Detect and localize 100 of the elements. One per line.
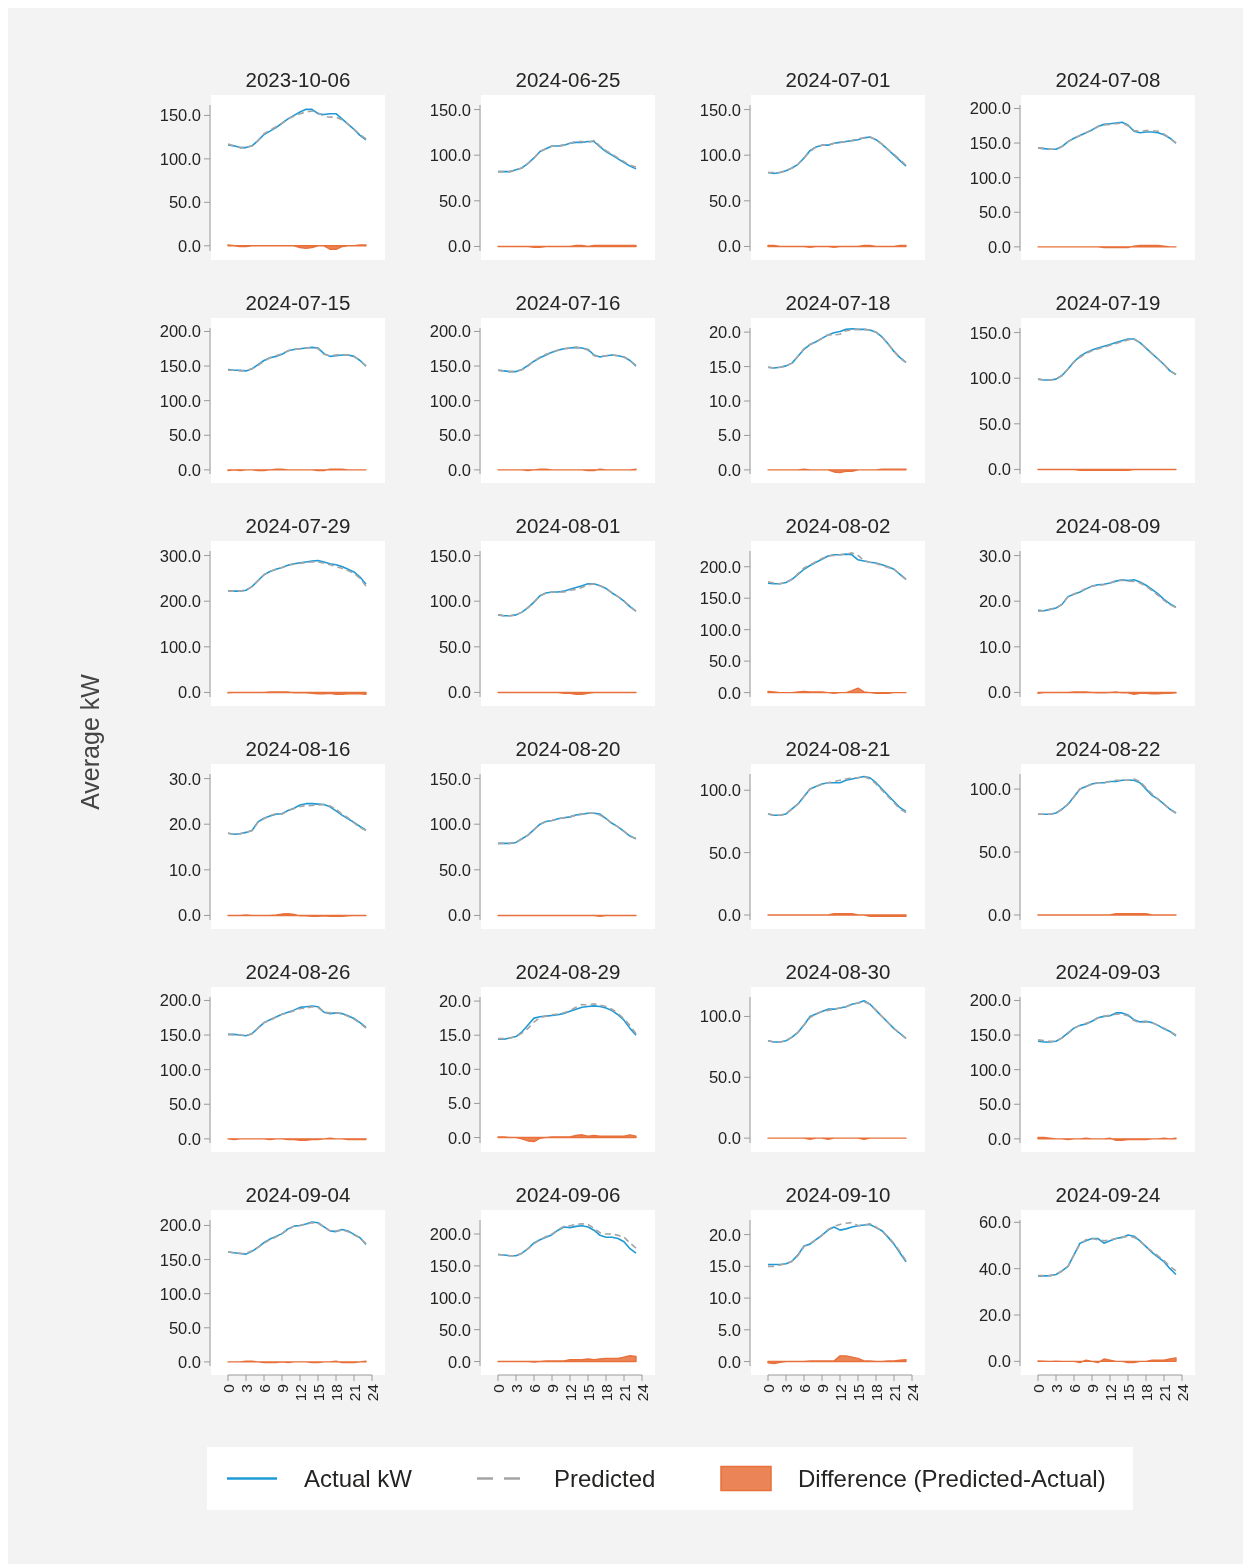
chart-title: 2024-08-30	[785, 960, 891, 983]
y-tick-label: 100.0	[159, 149, 201, 168]
y-axis-title: Average kW	[76, 673, 104, 810]
chart-title: 2024-08-26	[245, 960, 351, 983]
y-tick-label: 5.0	[448, 1094, 471, 1113]
legend-label: Actual kW	[304, 1465, 413, 1492]
y-tick-label: 50.0	[168, 426, 201, 445]
y-tick-label: 50.0	[978, 414, 1011, 433]
x-tick-label: 6	[255, 1384, 273, 1393]
x-tick-label: 24	[903, 1383, 921, 1402]
x-tick-label: 3	[1047, 1384, 1065, 1393]
y-tick-label: 150.0	[429, 769, 471, 788]
line-series	[227, 346, 367, 372]
y-tick-label: 30.0	[978, 546, 1011, 565]
y-tick-label: 30.0	[168, 769, 201, 788]
chart-title: 2024-08-29	[515, 960, 621, 983]
line-series	[227, 1005, 367, 1037]
y-tick-label: 0.0	[988, 1352, 1011, 1371]
y-tick-label: 20.0	[708, 1225, 741, 1244]
line-series	[1037, 578, 1177, 612]
y-tick-label: 100.0	[699, 146, 741, 165]
y-tick-label: 150.0	[159, 1250, 201, 1269]
y-tick-label: 50.0	[708, 191, 741, 210]
y-tick-label: 200.0	[159, 322, 201, 341]
x-tick-label: 9	[813, 1384, 831, 1393]
y-tick-label: 0.0	[178, 1129, 201, 1148]
y-tick-label: 100.0	[159, 637, 201, 656]
x-tick-label: 12	[561, 1384, 579, 1402]
x-tick-label: 0	[219, 1383, 237, 1393]
chart-title: 2023-10-06	[245, 68, 351, 91]
y-tick-label: 0.0	[988, 1129, 1011, 1148]
y-tick-label: 150.0	[699, 589, 741, 608]
chart-title: 2024-09-10	[785, 1183, 891, 1206]
x-tick-label: 3	[777, 1384, 795, 1393]
y-tick-label: 300.0	[159, 546, 201, 565]
x-tick-label: 18	[1137, 1384, 1155, 1402]
y-tick-label: 0.0	[178, 1352, 201, 1371]
x-tick-label: 18	[867, 1384, 885, 1402]
chart-title: 2024-07-29	[245, 514, 351, 537]
y-tick-label: 10.0	[708, 392, 741, 410]
y-tick-label: 50.0	[708, 843, 741, 862]
y-tick-label: 0.0	[448, 906, 471, 925]
y-tick-label: 100.0	[969, 369, 1011, 388]
x-tick-label: 18	[597, 1384, 615, 1402]
x-tick-label: 9	[1083, 1384, 1101, 1393]
chart-title: 2024-08-09	[1055, 514, 1161, 537]
x-tick-label: 15	[309, 1384, 327, 1402]
y-tick-label: 5.0	[718, 426, 741, 445]
chart-title: 2024-08-01	[515, 514, 621, 537]
y-tick-label: 100.0	[969, 1060, 1011, 1079]
x-tick-label: 15	[579, 1384, 597, 1402]
y-tick-label: 50.0	[438, 1320, 471, 1339]
y-tick-label: 100.0	[429, 146, 471, 165]
y-tick-label: 0.0	[448, 1128, 471, 1147]
y-tick-label: 150.0	[969, 134, 1011, 153]
line-series	[497, 812, 637, 845]
chart-title: 2024-08-16	[245, 737, 351, 760]
y-tick-label: 200.0	[429, 1225, 471, 1244]
y-tick-label: 10.0	[438, 1060, 471, 1079]
y-tick-label: 50.0	[708, 652, 741, 671]
y-tick-label: 200.0	[159, 592, 201, 611]
line-series	[767, 775, 907, 816]
y-tick-label: 0.0	[718, 460, 741, 479]
x-tick-label: 12	[831, 1384, 849, 1402]
y-tick-label: 50.0	[438, 860, 471, 879]
x-tick-label: 24	[363, 1383, 381, 1402]
y-tick-label: 0.0	[718, 683, 741, 702]
y-tick-label: 50.0	[438, 637, 471, 656]
legend-label: Difference (Predicted-Actual)	[798, 1465, 1106, 1492]
y-tick-label: 0.0	[448, 460, 471, 479]
y-tick-label: 100.0	[429, 815, 471, 834]
x-tick-label: 12	[1101, 1384, 1119, 1402]
y-tick-label: 15.0	[438, 1026, 471, 1045]
chart-title: 2024-08-02	[785, 514, 891, 537]
x-tick-label: 24	[1173, 1383, 1191, 1402]
y-tick-label: 0.0	[448, 1352, 471, 1371]
y-tick-label: 50.0	[438, 426, 471, 445]
y-tick-label: 100.0	[159, 1284, 201, 1303]
x-tick-label: 9	[273, 1384, 291, 1393]
y-tick-label: 50.0	[978, 843, 1011, 862]
y-tick-label: 20.0	[708, 323, 741, 342]
y-tick-label: 100.0	[969, 780, 1011, 799]
y-tick-label: 150.0	[969, 1026, 1011, 1045]
y-tick-label: 60.0	[978, 1213, 1011, 1232]
y-tick-label: 0.0	[988, 237, 1011, 256]
x-tick-label: 9	[543, 1384, 561, 1393]
y-tick-label: 50.0	[978, 1095, 1011, 1114]
x-tick-label: 6	[525, 1384, 543, 1393]
y-tick-label: 0.0	[178, 683, 201, 702]
y-tick-label: 100.0	[159, 1060, 201, 1079]
y-tick-label: 100.0	[699, 781, 741, 800]
chart-title: 2024-07-16	[515, 291, 621, 314]
y-tick-label: 5.0	[718, 1320, 741, 1339]
y-tick-label: 0.0	[448, 683, 471, 702]
y-tick-label: 200.0	[969, 991, 1011, 1010]
y-tick-label: 200.0	[969, 99, 1011, 118]
chart-title: 2024-08-22	[1055, 737, 1161, 760]
chart-title: 2024-09-04	[245, 1183, 351, 1206]
x-tick-label: 3	[507, 1384, 525, 1393]
y-tick-label: 50.0	[978, 203, 1011, 222]
